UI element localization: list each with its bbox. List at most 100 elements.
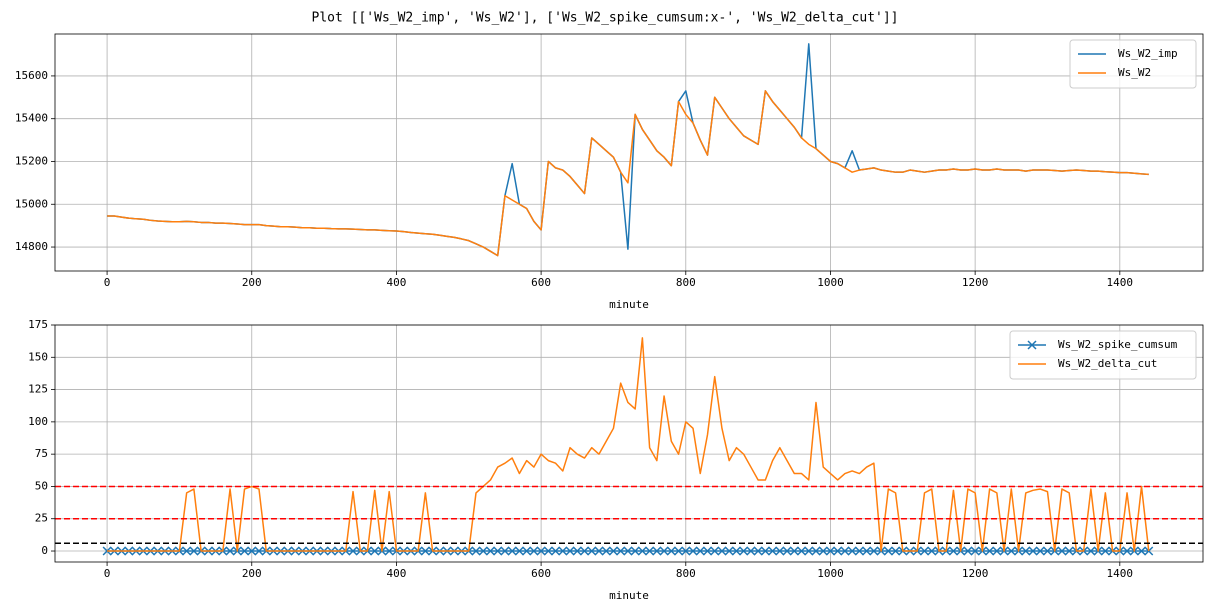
marker [225,546,235,556]
x-tick-label: 1000 [817,567,844,580]
marker [927,546,937,556]
y-tick-label: 0 [41,544,48,557]
marker [948,546,958,556]
marker [854,546,864,556]
marker [811,546,821,556]
y-tick-label: 14800 [15,240,48,253]
legend-label: Ws_W2_imp [1118,47,1178,60]
marker [659,546,669,556]
marker [247,546,257,556]
marker [471,546,481,556]
marker [746,546,756,556]
x-tick-label: 1400 [1107,276,1134,289]
x-tick-label: 0 [104,276,111,289]
legend-label: Ws_W2_spike_cumsum [1058,338,1178,351]
marker [674,546,684,556]
x-tick-label: 200 [242,276,262,289]
y-tick-label: 15400 [15,112,48,125]
figure-title: Plot [['Ws_W2_imp', 'Ws_W2'], ['Ws_W2_sp… [312,11,899,26]
marker [775,546,785,556]
marker [818,546,828,556]
x-tick-label: 200 [242,567,262,580]
marker [189,546,199,556]
marker [724,546,734,556]
axes-frame [54,324,1204,563]
x-tick-label: 0 [104,567,111,580]
marker [1057,546,1067,556]
legend-label: Ws_W2_delta_cut [1058,357,1157,370]
legend-marker [1027,340,1037,350]
legend: Ws_W2_spike_cumsum Ws_W2_delta_cut [1009,330,1197,380]
marker [594,546,604,556]
marker [1086,546,1096,556]
marker [1006,546,1016,556]
y-tick-label: 15600 [15,69,48,82]
marker [529,546,539,556]
x-axis-label: minute [609,298,649,311]
y-tick-label: 75 [35,447,48,460]
marker [869,546,879,556]
y-tick-label: 175 [28,318,48,331]
marker [1122,546,1132,556]
y-tick-label: 150 [28,350,48,363]
marker [239,546,250,556]
y-tick-label: 15000 [15,197,48,210]
marker [348,546,358,556]
marker [522,546,532,556]
marker [695,546,705,556]
marker [681,546,691,556]
marker [1021,546,1031,556]
marker [731,546,741,556]
y-tick-label: 125 [28,383,48,396]
x-tick-label: 1000 [817,276,844,289]
marker [572,546,582,556]
marker [1100,546,1110,556]
marker [919,546,930,556]
marker [666,546,676,556]
marker [782,546,792,556]
marker [840,546,850,556]
marker [579,546,590,556]
marker [623,546,633,556]
marker [645,546,655,556]
marker [500,546,510,556]
axes: 0 200 400 600 800 1000 1200 1400 0 25 50 75 100 125 15… [28,318,1204,602]
marker [254,546,264,556]
x-tick-label: 1200 [962,276,989,289]
marker [883,546,893,556]
marker [630,546,640,556]
marker [804,546,814,556]
marker [565,546,575,556]
marker [507,546,517,556]
marker [543,546,553,556]
marker [485,546,496,556]
marker [1136,546,1147,556]
marker [558,546,568,556]
y-tick-label: 50 [35,479,48,492]
marker [796,546,807,556]
legend-box [1009,330,1197,380]
y-tick-label: 15200 [15,154,48,167]
marker [739,546,749,556]
marker [963,546,973,556]
x-tick-label: 1200 [962,567,989,580]
legend-box [1069,39,1197,89]
marker [702,546,713,556]
marker [688,546,698,556]
marker [862,546,872,556]
marker [717,546,727,556]
marker [985,546,995,556]
marker [891,546,901,556]
x-tick-label: 800 [676,276,696,289]
x-tick-label: 600 [531,567,551,580]
marker [833,546,843,556]
marker [1144,546,1154,556]
marker [970,546,980,556]
marker [992,546,1002,556]
y-tick-label: 25 [35,512,48,525]
marker [768,546,778,556]
marker [847,546,857,556]
marker [536,546,546,556]
marker [551,546,561,556]
